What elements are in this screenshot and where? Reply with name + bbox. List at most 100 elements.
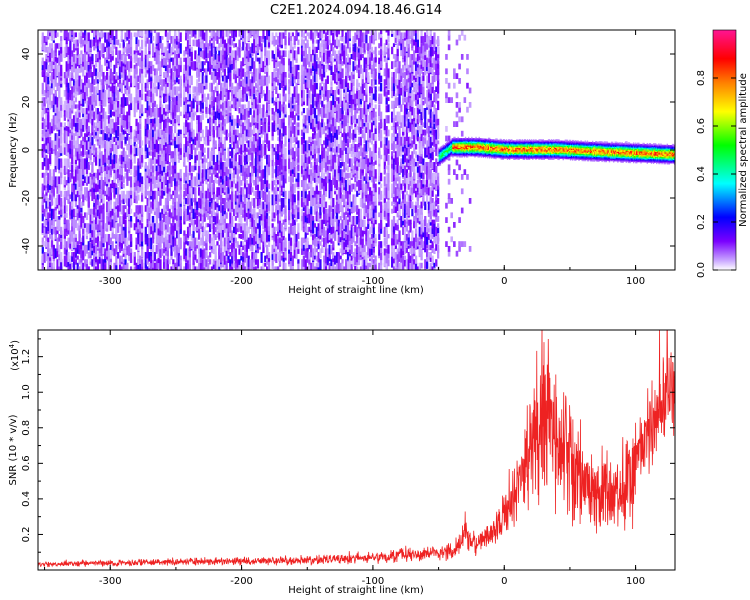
heatmap-cell xyxy=(74,32,78,38)
heatmap-cell xyxy=(60,50,63,62)
heatmap-cell xyxy=(247,140,250,148)
heatmap-cell xyxy=(284,136,287,143)
heatmap-cell xyxy=(282,61,285,72)
heatmap-cell xyxy=(126,61,129,71)
heatmap-cell xyxy=(177,252,180,261)
heatmap-cell xyxy=(229,176,232,186)
heatmap-cell xyxy=(277,100,280,109)
heatmap-cell xyxy=(197,36,201,48)
heatmap-cell xyxy=(163,176,166,183)
heatmap-cell xyxy=(54,205,57,211)
heatmap-cell xyxy=(54,82,57,87)
heatmap-cell xyxy=(109,183,112,189)
heatmap-cell xyxy=(65,219,68,229)
heatmap-cell xyxy=(205,72,208,83)
heatmap-cell xyxy=(174,61,177,72)
heatmap-cell xyxy=(45,133,48,145)
heatmap-cell xyxy=(209,151,212,162)
heatmap-cell xyxy=(197,72,201,82)
heatmap-cell xyxy=(43,226,46,236)
heatmap-cell xyxy=(89,39,92,48)
heatmap-cell xyxy=(216,205,219,214)
heatmap-cell xyxy=(140,111,144,117)
heatmap-cell xyxy=(117,169,120,179)
heatmap-cell xyxy=(155,68,158,75)
heatmap-cell xyxy=(229,212,232,224)
heatmap-cell xyxy=(43,36,46,44)
heatmap-cell xyxy=(221,169,225,180)
heatmap-cell xyxy=(210,82,214,92)
heatmap-cell xyxy=(109,187,112,199)
heatmap-cell xyxy=(275,39,278,45)
heatmap-cell xyxy=(188,36,192,46)
heatmap-cell xyxy=(83,212,87,218)
heatmap-cell xyxy=(223,180,226,191)
heatmap-cell xyxy=(194,86,197,93)
heatmap-cell xyxy=(238,97,241,108)
heatmap-cell xyxy=(221,115,225,125)
heatmap-cell xyxy=(56,183,59,194)
heatmap-cell xyxy=(133,190,136,195)
heatmap-cell xyxy=(63,176,66,185)
heatmap-cell xyxy=(133,187,136,193)
heatmap-cell xyxy=(109,158,112,165)
heatmap-cell xyxy=(164,259,168,270)
heatmap-cell xyxy=(175,219,179,230)
heatmap-cell xyxy=(52,147,55,154)
heatmap-cell xyxy=(153,190,157,200)
heatmap-cell xyxy=(267,50,271,60)
heatmap-cell xyxy=(63,205,66,214)
heatmap-cell xyxy=(232,57,236,69)
heatmap-cell xyxy=(253,140,256,152)
heatmap-cell xyxy=(262,262,265,270)
heatmap-cell xyxy=(47,255,50,260)
heatmap-cell xyxy=(157,154,160,166)
heatmap-cell xyxy=(104,57,107,66)
heatmap-cell xyxy=(161,190,164,199)
heatmap-cell xyxy=(155,43,158,50)
heatmap-cell xyxy=(126,208,129,217)
heatmap-cell xyxy=(71,198,74,207)
heatmap-cell xyxy=(78,198,81,208)
heatmap-cell xyxy=(45,54,48,60)
heatmap-cell xyxy=(194,187,197,199)
heatmap-cell xyxy=(50,244,54,255)
heatmap-cell xyxy=(218,30,221,38)
heatmap-cell xyxy=(214,226,217,233)
heatmap-cell xyxy=(238,176,241,185)
heatmap-cell xyxy=(47,172,50,184)
heatmap-cell xyxy=(82,262,85,270)
heatmap-cell xyxy=(278,198,282,202)
heatmap-cell xyxy=(216,219,219,230)
heatmap-cell xyxy=(58,97,61,109)
heatmap-cell xyxy=(128,169,131,173)
heatmap-cell xyxy=(69,118,72,129)
heatmap-cell xyxy=(258,226,261,238)
heatmap-cell xyxy=(275,183,278,195)
heatmap-cell xyxy=(152,216,155,223)
heatmap-cell xyxy=(199,118,203,131)
heatmap-cell xyxy=(267,30,271,37)
heatmap-cell xyxy=(82,241,85,246)
heatmap-cell xyxy=(214,50,217,60)
heatmap-cell xyxy=(183,50,186,57)
heatmap-cell xyxy=(166,50,169,60)
heatmap-cell xyxy=(185,46,188,52)
heatmap-cell xyxy=(115,212,118,222)
heatmap-cell xyxy=(190,187,193,199)
heatmap-cell xyxy=(179,169,182,179)
heatmap-cell xyxy=(120,61,123,73)
heatmap-cell xyxy=(58,201,61,211)
heatmap-cell xyxy=(186,64,190,76)
heatmap-cell xyxy=(280,144,283,155)
heatmap-cell xyxy=(199,172,203,182)
heatmap-cell xyxy=(232,262,236,269)
heatmap-cell xyxy=(256,205,260,209)
heatmap-cell xyxy=(203,241,206,247)
heatmap-cell xyxy=(126,133,129,141)
heatmap-cell xyxy=(106,165,109,175)
heatmap-cell xyxy=(152,190,155,202)
heatmap-cell xyxy=(95,108,98,119)
heatmap-cell xyxy=(65,226,68,233)
heatmap-cell xyxy=(49,30,52,33)
